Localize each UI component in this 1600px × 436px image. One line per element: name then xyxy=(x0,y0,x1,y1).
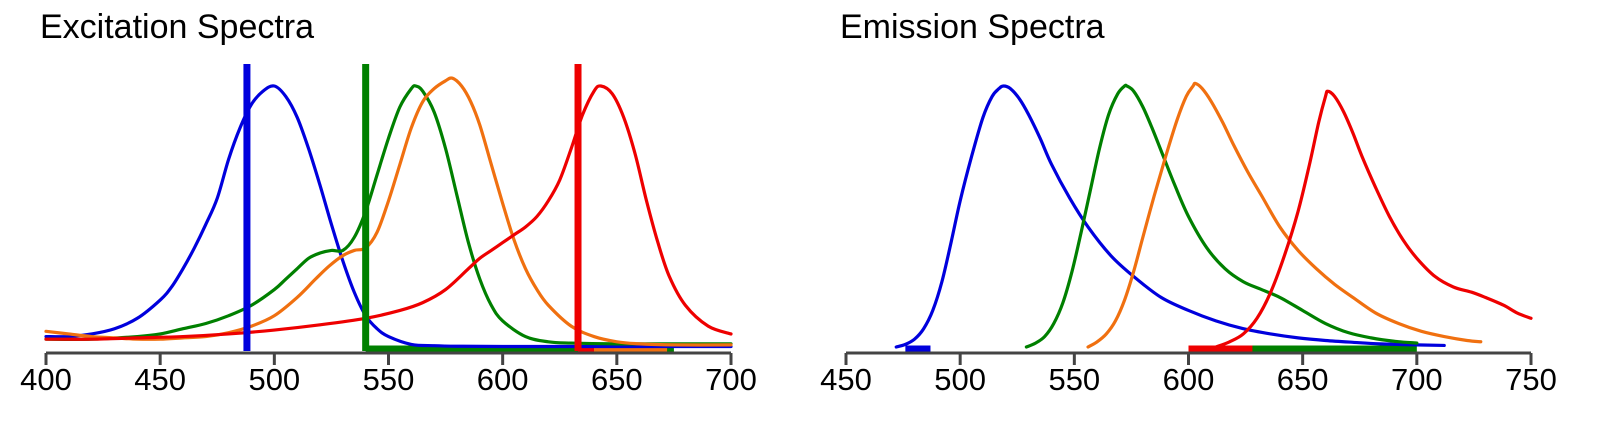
spectrum-curve-blue-excitation xyxy=(44,84,733,349)
spectrum-curve-orange-emission xyxy=(1086,81,1483,349)
excitation-panel-title: Excitation Spectra xyxy=(40,8,315,46)
x-axis-tick-label: 450 xyxy=(134,362,186,397)
spectrum-curve-green-emission xyxy=(1024,83,1419,349)
excitation-plot: 400 450 500 550 600 650 700 xyxy=(20,64,757,397)
spectrum-curve-green-excitation xyxy=(44,84,733,346)
emission-plot: 450 500 550 600 650 700 750 xyxy=(820,81,1557,397)
x-axis-tick-label: 550 xyxy=(363,362,415,397)
x-axis-tick-label: 600 xyxy=(1163,362,1215,397)
panel-excitation-spectra: Excitation Spectra 400 450 500 550 600 650 700 xyxy=(20,8,757,397)
x-axis-tick-label: 400 xyxy=(20,362,72,397)
x-axis-tick-label: 500 xyxy=(248,362,300,397)
spectrum-curve-orange-excitation xyxy=(44,76,733,347)
x-axis-tick-label: 700 xyxy=(705,362,757,397)
x-axis-tick-label: 550 xyxy=(1048,362,1100,397)
panel-emission-spectra: Emission Spectra 450 500 550 600 650 700 750 xyxy=(800,0,1600,436)
x-axis-tick-label: 450 xyxy=(820,362,872,397)
x-axis-tick-label: 650 xyxy=(591,362,643,397)
emission-panel-title: Emission Spectra xyxy=(840,8,1105,46)
spectrum-curve-red-excitation xyxy=(44,84,733,341)
x-axis-tick-label: 650 xyxy=(1277,362,1329,397)
x-axis-tick-label: 700 xyxy=(1391,362,1443,397)
x-axis-tick-label: 750 xyxy=(1505,362,1557,397)
spectrum-curve-red-emission xyxy=(1214,89,1533,349)
x-axis-tick-label: 500 xyxy=(934,362,986,397)
x-axis-tick-label: 600 xyxy=(477,362,529,397)
spectrum-curve-blue-emission xyxy=(894,84,1446,349)
